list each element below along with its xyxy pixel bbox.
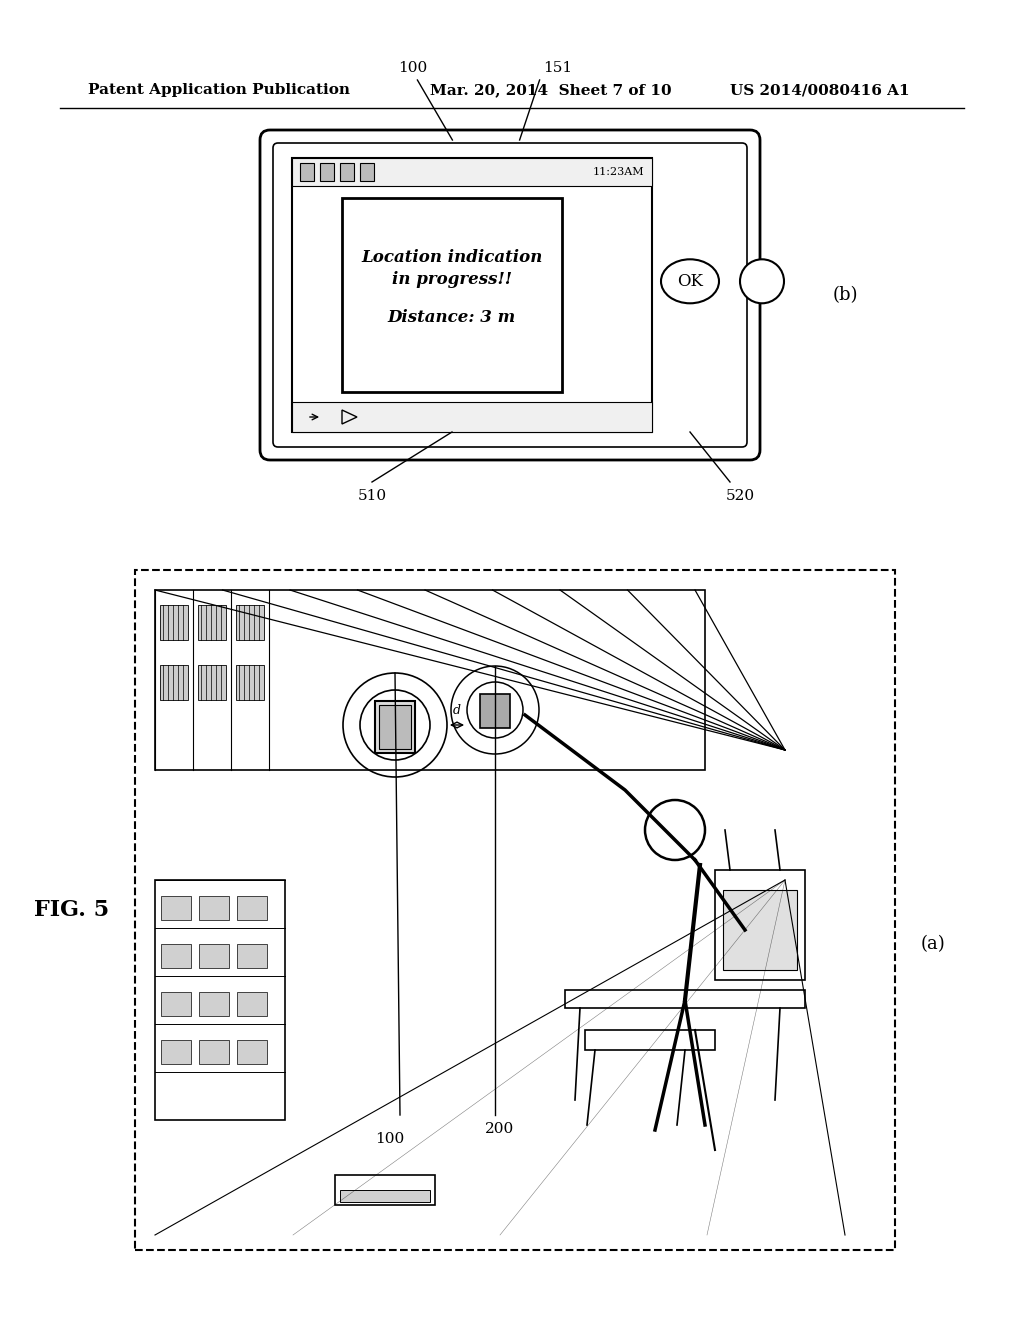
Ellipse shape: [662, 259, 719, 304]
Bar: [565, 990, 805, 1008]
Text: 510: 510: [357, 488, 387, 503]
Text: in progress!!: in progress!!: [392, 271, 512, 288]
Text: FIG. 5: FIG. 5: [35, 899, 110, 921]
Bar: [155, 880, 285, 1119]
Bar: [199, 993, 229, 1016]
Bar: [723, 890, 797, 970]
Bar: [198, 665, 226, 700]
FancyBboxPatch shape: [273, 143, 746, 447]
Text: 200: 200: [485, 1122, 515, 1137]
Circle shape: [740, 259, 784, 304]
Bar: [300, 162, 314, 181]
Text: 11:23AM: 11:23AM: [592, 168, 644, 177]
Bar: [135, 570, 895, 1250]
Text: OK: OK: [677, 273, 703, 290]
Bar: [715, 870, 805, 979]
Bar: [292, 158, 652, 186]
Circle shape: [645, 800, 705, 861]
Bar: [161, 1040, 191, 1064]
Bar: [340, 1191, 430, 1203]
Bar: [237, 1040, 267, 1064]
Bar: [375, 701, 415, 752]
Bar: [161, 896, 191, 920]
Bar: [237, 993, 267, 1016]
Bar: [480, 694, 510, 729]
Bar: [319, 162, 334, 181]
Bar: [236, 605, 264, 640]
Bar: [199, 896, 229, 920]
Bar: [342, 198, 562, 392]
Bar: [237, 944, 267, 968]
Bar: [585, 1030, 715, 1049]
Text: Location indication: Location indication: [361, 248, 543, 265]
Text: Mar. 20, 2014  Sheet 7 of 10: Mar. 20, 2014 Sheet 7 of 10: [430, 83, 672, 96]
Bar: [199, 1040, 229, 1064]
Bar: [198, 605, 226, 640]
Text: (b): (b): [833, 286, 858, 304]
Text: 100: 100: [397, 61, 427, 75]
Text: 100: 100: [376, 1133, 404, 1146]
Bar: [237, 896, 267, 920]
Bar: [161, 944, 191, 968]
Bar: [199, 944, 229, 968]
Bar: [379, 705, 411, 748]
Text: d: d: [453, 705, 461, 718]
Text: (a): (a): [921, 935, 945, 953]
Bar: [236, 665, 264, 700]
Bar: [340, 162, 354, 181]
Text: Distance: 3 m: Distance: 3 m: [388, 309, 516, 326]
Bar: [160, 665, 188, 700]
Bar: [161, 993, 191, 1016]
FancyBboxPatch shape: [260, 129, 760, 459]
Text: Patent Application Publication: Patent Application Publication: [88, 83, 350, 96]
Text: 151: 151: [543, 61, 572, 75]
Text: US 2014/0080416 A1: US 2014/0080416 A1: [730, 83, 909, 96]
Bar: [335, 1175, 435, 1205]
Text: 520: 520: [725, 488, 755, 503]
Bar: [360, 162, 374, 181]
Bar: [292, 158, 652, 432]
Bar: [292, 403, 652, 432]
Bar: [155, 590, 705, 770]
Bar: [160, 605, 188, 640]
